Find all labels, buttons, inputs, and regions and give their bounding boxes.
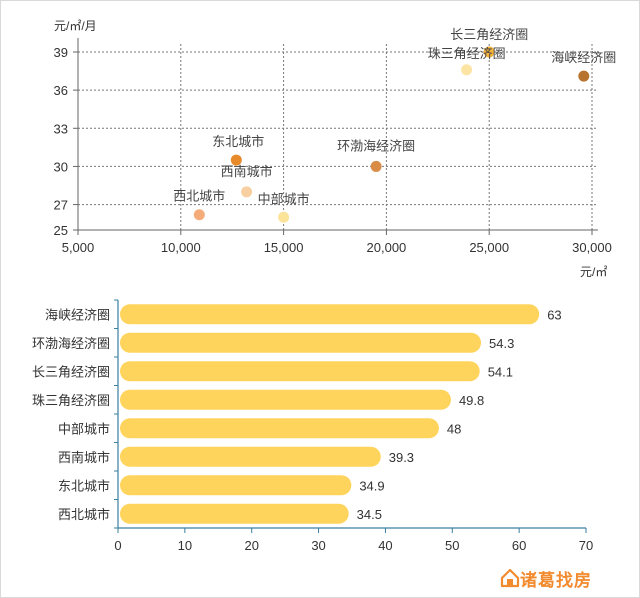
bar [120,332,482,353]
bar [120,361,480,382]
brand-logo: 诸葛找房 [500,566,592,591]
y-axis-unit: 元/㎡/月 [54,19,97,33]
scatter-point [193,209,205,221]
bar [120,475,352,496]
point-label: 环渤海经济圈 [337,138,415,153]
point-label: 珠三角经济圈 [428,46,506,61]
x-tick-label: 30,000 [572,240,612,255]
x-tick-label: 20 [244,538,258,553]
x-tick-label: 25,000 [469,240,509,255]
category-label: 东北城市 [58,478,110,493]
bar [120,503,349,524]
category-label: 海峡经济圈 [45,307,110,322]
house-icon [500,568,520,588]
x-tick-label: 15,000 [264,240,304,255]
category-label: 珠三角经济圈 [32,393,110,408]
logo-text: 诸葛找房 [520,570,592,591]
point-label: 海峡经济圈 [551,50,616,65]
point-label: 东北城市 [212,134,264,149]
x-axis-unit: 元/㎡ [580,265,607,279]
x-tick-label: 5,000 [62,240,95,255]
value-label: 54.3 [489,336,514,351]
bar-chart: 0 10 20 30 40 50 60 70 海峡经济圈 63 环渤海经济圈 54.3 长三角经济圈 54… [32,299,593,553]
bar [120,304,540,325]
x-tick-label: 0 [114,538,121,553]
point-label: 长三角经济圈 [450,27,528,42]
scatter-point [241,186,253,198]
x-tick-label: 50 [445,538,459,553]
point-label: 西北城市 [173,189,225,204]
x-tick-label: 40 [378,538,392,553]
category-label: 西北城市 [58,507,110,522]
value-label: 34.5 [357,507,382,522]
category-label: 中部城市 [58,421,110,436]
x-tick-label: 10,000 [161,240,201,255]
bar [120,446,381,467]
x-tick-label: 70 [579,538,593,553]
scatter-point [230,154,242,166]
scatter-point [278,211,290,223]
scatter-point [578,70,590,82]
y-tick-label: 36 [54,83,68,98]
value-label: 49.8 [459,393,484,408]
y-tick-label: 25 [54,223,68,238]
point-label: 西南城市 [221,164,273,179]
bar [120,418,439,439]
category-label: 环渤海经济圈 [32,336,110,351]
scatter-point [461,64,473,76]
category-label: 长三角经济圈 [32,364,110,379]
x-tick-label: 60 [512,538,526,553]
value-label: 39.3 [389,450,414,465]
value-label: 63 [547,307,561,322]
value-label: 48 [447,421,461,436]
value-label: 54.1 [488,364,513,379]
point-label: 中部城市 [258,191,310,206]
scatter-point [483,46,495,58]
category-label: 西南城市 [58,450,110,465]
x-tick-label: 20,000 [367,240,407,255]
y-tick-label: 33 [54,121,68,136]
y-tick-label: 30 [54,159,68,174]
y-tick-label: 39 [54,45,68,60]
x-tick-label: 30 [311,538,325,553]
scatter-point [370,160,382,172]
value-label: 34.9 [359,478,384,493]
bar [120,389,451,410]
scatter-chart: 5,000 10,000 15,000 20,000 25,000 30,000 25 27 3… [54,19,617,279]
x-tick-label: 10 [178,538,192,553]
y-tick-label: 27 [54,198,68,213]
